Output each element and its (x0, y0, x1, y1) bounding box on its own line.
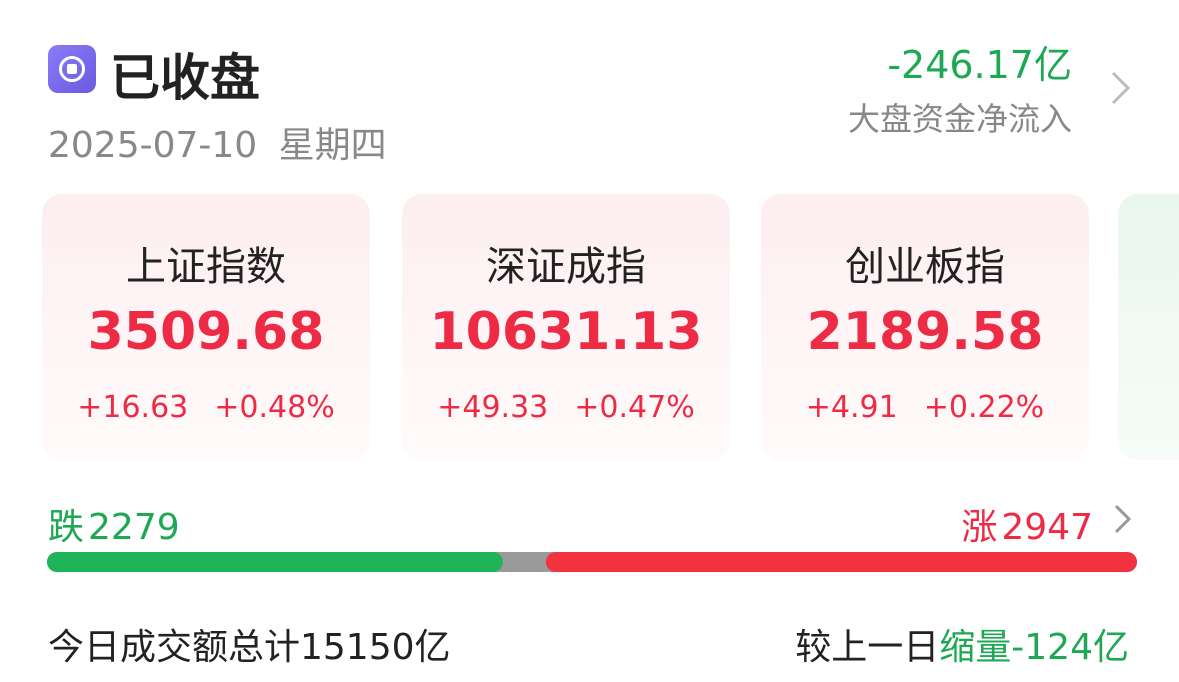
index-card[interactable]: 深证成指 10631.13 +49.33 +0.47% (402, 194, 730, 460)
status-icon (48, 45, 96, 93)
change: +4.91 (805, 390, 898, 425)
fall-segment (47, 552, 503, 572)
turnover: 今日成交额总计15150亿 (48, 627, 451, 668)
index-change: +49.33 +0.47% (402, 390, 730, 425)
chevron[interactable] (1112, 503, 1134, 535)
rise-label: 涨 (961, 507, 998, 548)
index-name: 深证成指 (486, 244, 646, 290)
status: 已收盘 (110, 49, 260, 107)
change-pct: +0.22% (923, 390, 1045, 425)
change-pct: +0.47% (574, 390, 695, 425)
rise[interactable]: 涨 2947 (961, 498, 1093, 550)
rise-count: 2947 (1001, 507, 1093, 548)
fall-count: 2279 (88, 507, 180, 548)
net-flow-value[interactable]: -246.17亿 (887, 43, 1072, 87)
index-name: 上证指数 (126, 244, 286, 290)
index-name: 创业板指 (845, 244, 1005, 290)
compare-trend: 缩量 (939, 627, 1012, 668)
compare-value: -124亿 (1011, 627, 1129, 668)
card-partial[interactable] (1118, 194, 1179, 460)
weekday: 星期四 (278, 125, 387, 166)
change: +49.33 (437, 390, 549, 425)
index-value: 2189.58 (806, 302, 1044, 362)
index-value: 3509.68 (87, 302, 325, 362)
date-text: 2025-07-10 (48, 125, 258, 166)
turnover-compare: 较上一日缩量-124亿 (795, 618, 1129, 670)
net-flow-label[interactable]: 大盘资金净流入 (847, 100, 1072, 138)
chevron[interactable] (1108, 70, 1134, 106)
index-change: +16.63 +0.48% (42, 390, 370, 425)
date: 2025-07-10 星期四 (48, 116, 387, 168)
index-card[interactable]: 创业板指 2189.58 +4.91 +0.22% (761, 194, 1089, 460)
compare-label: 较上一日 (795, 627, 940, 668)
breadth-bar (47, 552, 1137, 572)
change: +16.63 (77, 390, 189, 425)
index-change: +4.91 +0.22% (761, 390, 1089, 425)
index-card[interactable]: 上证指数 3509.68 +16.63 +0.48% (42, 194, 370, 460)
rise-segment (545, 552, 1137, 572)
fall: 跌 2279 (48, 498, 180, 550)
fall-label: 跌 (48, 507, 85, 548)
change-pct: +0.48% (214, 390, 335, 425)
index-value: 10631.13 (429, 302, 703, 362)
